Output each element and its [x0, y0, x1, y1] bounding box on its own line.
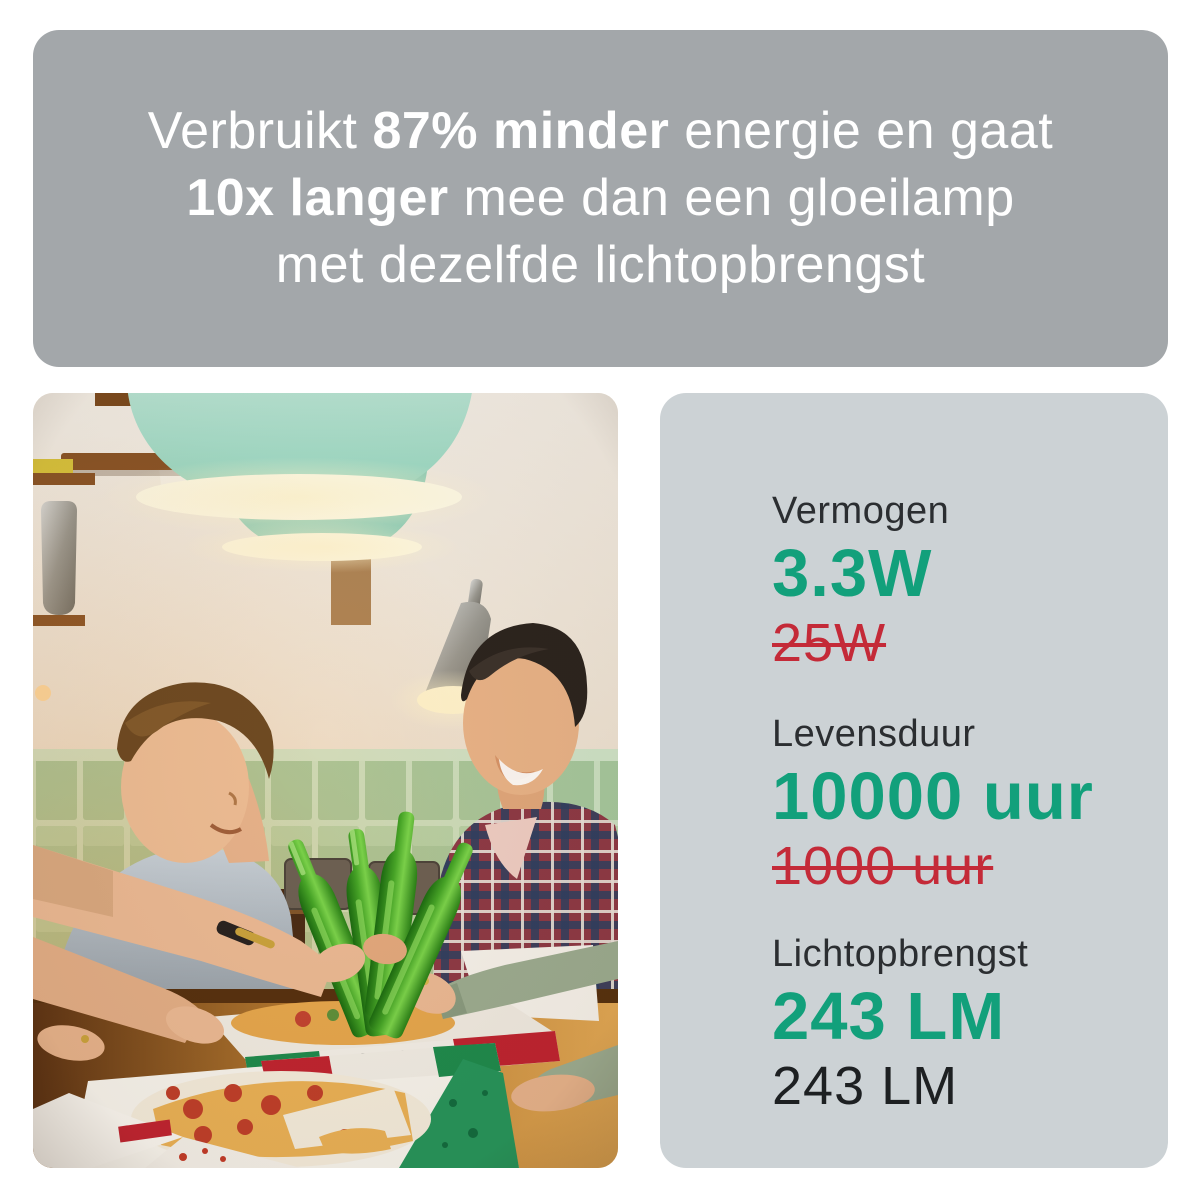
stat-old-value: 243 LM [772, 1056, 959, 1116]
stat-old-value: 1000 uur [772, 836, 994, 896]
vignette [33, 393, 618, 1168]
specs-panel: Vermogen 3.3W 25W Levensduur 10000 uur 1… [660, 393, 1168, 1168]
stat-levensduur: Levensduur 10000 uur 1000 uur [772, 711, 1094, 897]
claim-line-3: met dezelfde lichtopbrengst [275, 236, 926, 294]
stat-new-value: 3.3W [772, 536, 933, 611]
stat-label: Lichtopbrengst [772, 933, 1029, 975]
lifestyle-photo [33, 393, 618, 1168]
stat-new-value: 10000 uur [772, 759, 1094, 834]
claim-line-1: Verbruikt 87% minder energie en gaat [147, 102, 1054, 160]
stat-label: Vermogen [772, 490, 950, 532]
stat-label: Levensduur [772, 713, 976, 755]
claim-banner: Verbruikt 87% minder energie en gaat 10x… [33, 30, 1168, 367]
stat-vermogen: Vermogen 3.3W 25W [772, 488, 949, 674]
stat-new-value: 243 LM [772, 979, 1006, 1054]
claim-text: Verbruikt 87% minder energie en gaat 10x… [148, 98, 1053, 299]
claim-bold-lifetime: 10x langer [186, 169, 449, 227]
stat-old-value: 25W [772, 613, 887, 673]
kitchen-scene [33, 393, 618, 1168]
stat-lichtopbrengst: Lichtopbrengst 243 LM 243 LM [772, 931, 1028, 1117]
claim-bold-energy: 87% minder [372, 102, 670, 160]
claim-line-2: 10x langer mee dan een gloeilamp [186, 169, 1015, 227]
